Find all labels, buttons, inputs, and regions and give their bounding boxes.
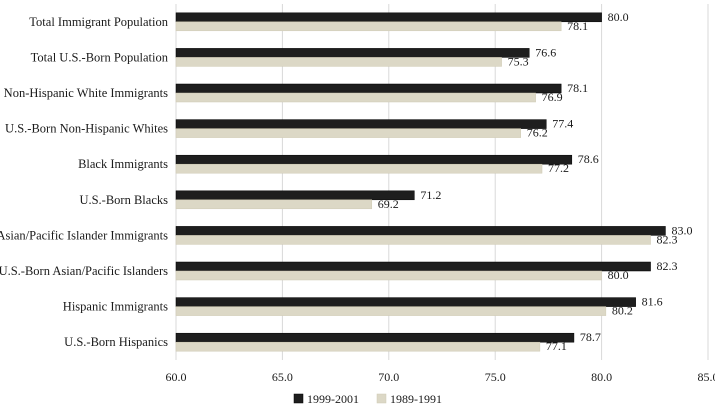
data-label: 78.7 [580,330,601,344]
data-label: 82.3 [657,259,678,273]
category-label: U.S.-Born Blacks [79,193,168,207]
category-labels: Total Immigrant Population Total U.S.-Bor… [0,15,169,349]
data-label: 80.0 [608,10,629,24]
category-label: Hispanic Immigrants [63,300,168,314]
data-label: 80.0 [608,268,629,282]
data-label: 77.4 [552,117,573,131]
data-label: 78.1 [567,19,588,33]
bar-1999-2001 [175,297,636,307]
bar-1989-1991 [175,235,651,245]
x-axis-ticks: 60.0 65.0 70.0 75.0 80.0 85.0 [166,370,715,384]
data-label: 76.2 [527,126,548,140]
category-label: Total U.S.-Born Population [31,50,169,64]
category-label: U.S.-Born Hispanics [64,335,168,349]
data-label: 78.1 [567,81,588,95]
legend-label: 1999-2001 [307,392,359,406]
data-label: 80.2 [612,304,633,318]
category-label: Total Immigrant Population [29,15,168,29]
x-tick-label: 60.0 [166,370,187,384]
x-tick-label: 65.0 [272,370,293,384]
x-tick-label: 75.0 [485,370,506,384]
data-label: 81.6 [642,295,663,309]
bar-1999-2001 [175,119,547,129]
data-label: 77.1 [546,339,567,353]
data-label: 77.2 [548,161,569,175]
bar-1999-2001 [175,48,530,58]
bar-1989-1991 [175,270,602,281]
bar-1999-2001 [175,83,562,94]
data-label: 78.6 [578,152,599,166]
bar-1989-1991 [175,57,502,67]
bar-1999-2001 [175,261,651,272]
bar-1999-2001 [175,154,573,165]
category-label: Non-Hispanic White Immigrants [4,86,168,100]
x-tick-label: 85.0 [698,370,715,384]
x-tick-label: 80.0 [591,370,612,384]
data-label: 76.6 [535,45,556,59]
bar-1989-1991 [175,163,543,174]
data-label: 82.3 [657,232,678,246]
category-label: Asian/Pacific Islander Immigrants [0,228,168,242]
data-label: 76.9 [542,90,563,104]
bar-1989-1991 [175,341,541,352]
bar-1999-2001 [175,12,602,23]
bar-1999-2001 [175,226,666,236]
data-label: 69.2 [378,197,399,211]
legend-swatch [293,393,304,404]
legend-label: 1989-1991 [390,392,442,406]
bar-1989-1991 [175,199,373,210]
data-label: 75.3 [508,54,529,68]
legend-swatch [376,393,387,404]
bar-1989-1991 [175,128,521,138]
category-label: Black Immigrants [78,157,168,171]
data-label: 71.2 [420,188,441,202]
bar-1989-1991 [175,21,562,32]
data-label: 83.0 [671,223,692,237]
category-label: U.S.-Born Non-Hispanic Whites [5,122,168,136]
bar-1999-2001 [175,332,575,343]
category-label: U.S.-Born Asian/Pacific Islanders [0,264,168,278]
bars: 80.0 78.1 76.6 75.3 78.1 76.9 77.4 76.2 78.6 77.2… [175,10,692,353]
legend: 1999-2001 1989-1991 [293,392,442,406]
bar-1989-1991 [175,92,536,103]
x-tick-label: 70.0 [378,370,399,384]
bar-1989-1991 [175,306,607,316]
